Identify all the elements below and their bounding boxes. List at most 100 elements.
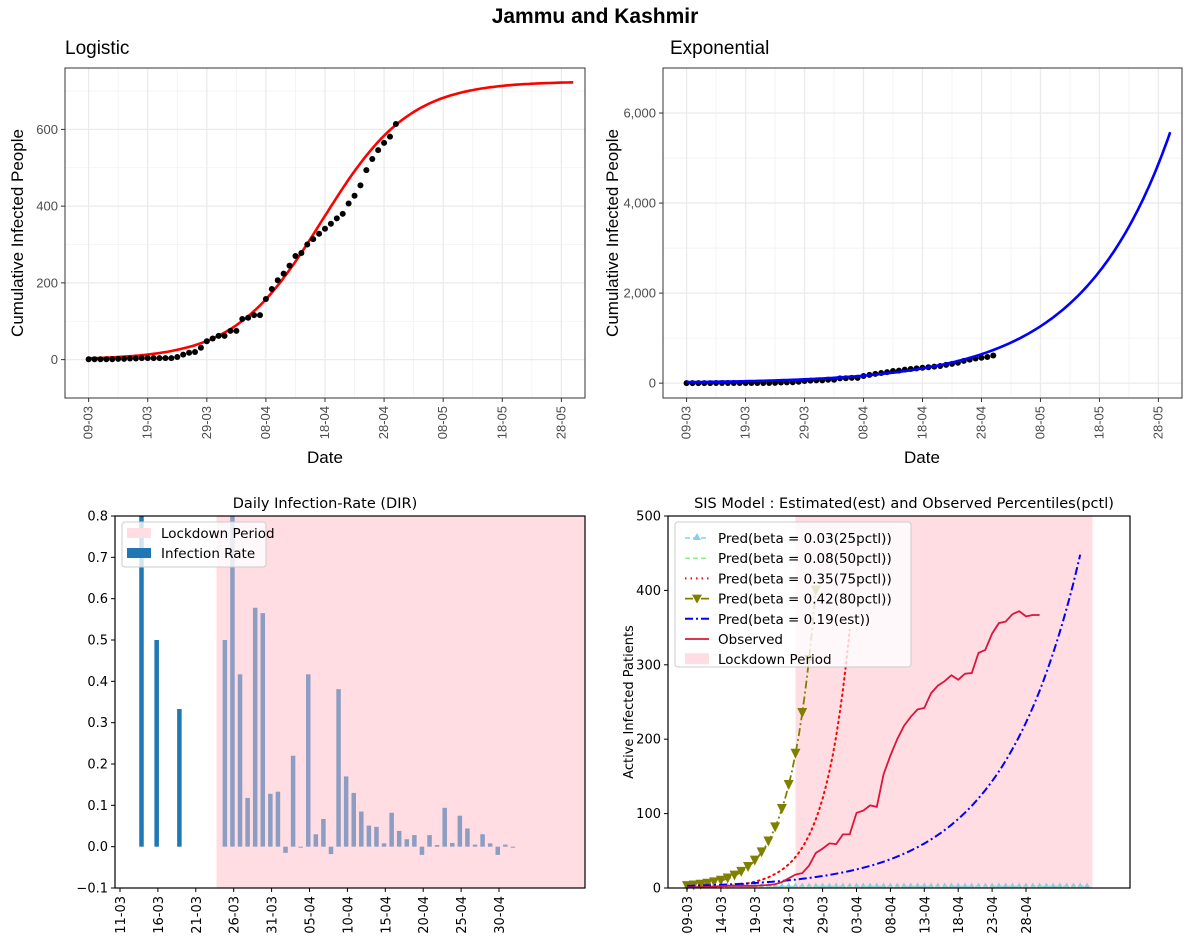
x-tick-label: 24-03 [783, 896, 798, 934]
observed-point [251, 312, 258, 319]
observed-point [197, 344, 204, 351]
observed-point [162, 355, 169, 362]
exponential-x-ticks: 09-03 19-03 29-03 08-04 18-04 28-04 08-05 18-05… [679, 398, 1165, 439]
exponential-fit-line [686, 131, 1172, 384]
dir-legend-label-lockdown: Lockdown Period [161, 526, 275, 542]
exponential-panel: Exponential 0 2,000 4,000 6,000 09-03 19-03 2… [603, 38, 1183, 467]
x-tick-label: 09-03 [679, 406, 694, 439]
observed-point [280, 270, 287, 277]
observed-point [298, 249, 305, 256]
infection-rate-bar [434, 845, 440, 847]
sis-legend-label: Pred(beta = 0.08(50pctl)) [718, 551, 892, 567]
x-tick-label: 19-03 [738, 406, 753, 439]
observed-point [310, 236, 317, 243]
infection-rate-bar [222, 640, 228, 847]
logistic-title: Logistic [65, 38, 129, 59]
observed-point [97, 356, 104, 363]
pred-80pctl-marker [736, 866, 747, 877]
sis-legend-marker [692, 594, 702, 604]
infection-rate-bar [306, 674, 311, 847]
sis-legend-swatch-lockdown [685, 653, 709, 665]
observed-point [150, 355, 157, 362]
dir-bars [139, 516, 516, 855]
y-tick-label: 200 [36, 275, 58, 290]
dir-panel: Daily Infection-Rate (DIR) −0.1 0.0 0.1 0.2… [76, 496, 586, 934]
observed-point [990, 352, 997, 359]
infection-rate-bar [503, 844, 508, 847]
y-tick-label: 0 [653, 882, 661, 897]
pred-80pctl-marker [729, 870, 740, 881]
observed-point [304, 241, 311, 248]
infection-rate-bar [465, 828, 470, 847]
observed-point [292, 253, 299, 260]
x-tick-label: 18-04 [952, 896, 967, 934]
exponential-y-label: Cumulative Infected People [603, 129, 622, 337]
y-tick-label: 4,000 [623, 196, 656, 211]
figure-title: Jammu and Kashmir [492, 5, 699, 28]
logistic-x-ticks: 09-03 19-03 29-03 08-04 18-04 28-04 08-05 18-05… [81, 398, 568, 439]
observed-point [91, 356, 98, 363]
infection-rate-bar [359, 811, 364, 847]
infection-rate-bar [472, 844, 478, 847]
x-tick-label: 09-03 [81, 406, 96, 439]
pred-80pctl-marker [715, 875, 726, 886]
sis-axes-frame [667, 515, 1131, 889]
observed-point [174, 353, 181, 360]
y-tick-label: 400 [36, 199, 58, 214]
observed-point [132, 355, 139, 362]
pred-80pctl-marker [682, 881, 692, 892]
sis-title: SIS Model : Estimated(est) and Observed … [694, 496, 1114, 512]
sis-legend-label: Pred(beta = 0.19(est)) [718, 612, 870, 628]
infection-rate-bar [313, 834, 319, 847]
pred-80pctl-marker [783, 779, 794, 790]
infection-rate-bar [252, 607, 258, 847]
observed-point [392, 121, 399, 128]
infection-rate-bar [298, 846, 303, 848]
x-tick-label: 18-05 [1091, 406, 1106, 439]
infection-rate-bar [260, 613, 266, 847]
observed-point [381, 139, 388, 146]
infection-rate-bar [154, 640, 159, 847]
infection-rate-bar [328, 846, 334, 855]
y-tick-label: 0.8 [87, 510, 108, 525]
observed-point [233, 327, 240, 334]
logistic-y-label: Cumulative Infected People [8, 129, 27, 337]
pred-80pctl-marker [722, 873, 733, 884]
x-tick-label: 23-04 [986, 896, 1001, 934]
infection-rate-bar [290, 755, 296, 847]
infection-rate-bar [457, 815, 463, 847]
observed-point [268, 286, 275, 293]
infection-rate-bar [177, 709, 182, 847]
y-tick-label: −0.1 [76, 882, 108, 897]
observed-point [262, 296, 269, 302]
observed-point [387, 133, 393, 140]
x-tick-label: 29-03 [199, 406, 214, 439]
observed-point [85, 356, 92, 363]
pred-80pctl-marker [770, 822, 781, 833]
x-tick-label: 08-05 [1032, 406, 1047, 439]
observed-point [978, 354, 985, 361]
infection-rate-bar [510, 846, 516, 848]
pred-80pctl-marker [776, 803, 787, 814]
infection-rate-bar [351, 792, 356, 847]
y-tick-label: 0.1 [87, 799, 108, 814]
logistic-panel: Logistic 0 200 400 600 09-03 19-03 29-03 08-04… [8, 38, 586, 467]
y-tick-label: 0.3 [87, 716, 108, 731]
observed-point [192, 348, 198, 355]
observed-point [369, 155, 376, 162]
observed-line [687, 610, 1040, 889]
x-tick-label: 30-04 [493, 896, 508, 934]
x-tick-label: 28-05 [1150, 406, 1165, 439]
infection-rate-bar [404, 839, 410, 847]
x-tick-label: 28-05 [553, 406, 568, 439]
infection-rate-bar [139, 516, 144, 847]
dir-legend-label-rate: Infection Rate [161, 546, 255, 562]
sis-legend-label: Pred(beta = 0.42(80pctl)) [718, 592, 892, 608]
dir-legend-swatch-rate [127, 548, 151, 558]
x-tick-label: 10-04 [341, 896, 356, 934]
infection-rate-bar [396, 830, 402, 847]
x-tick-label: 13-04 [918, 896, 933, 934]
y-tick-label: 2,000 [623, 286, 656, 301]
infection-rate-bar [412, 835, 417, 847]
